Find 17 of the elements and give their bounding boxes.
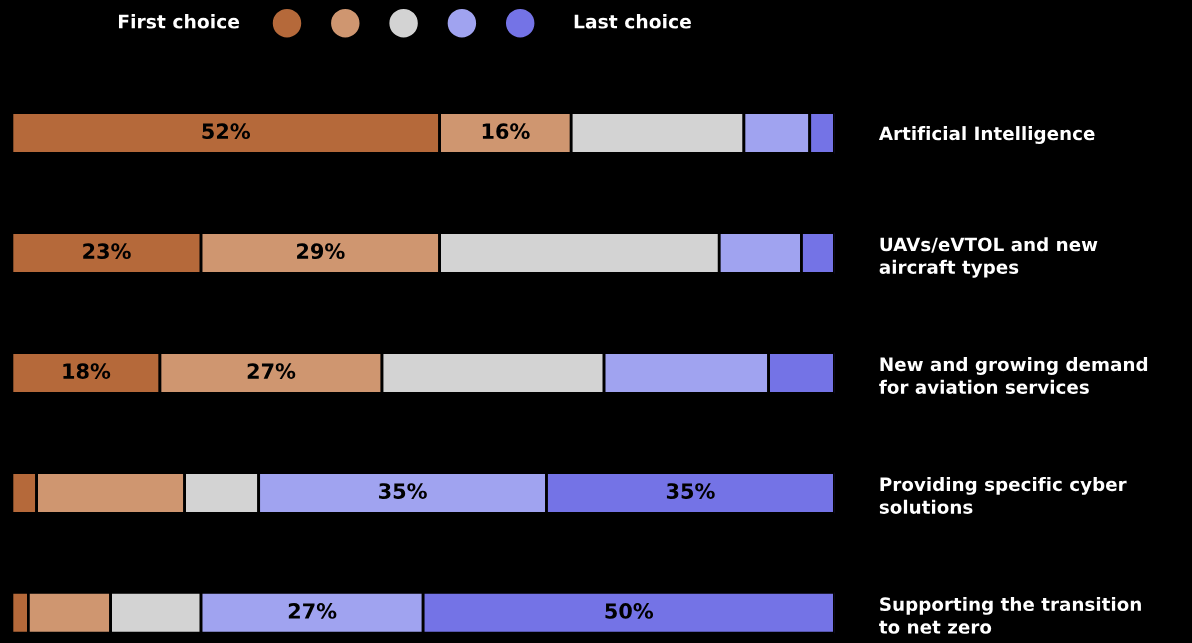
data-label: 18% — [63, 363, 111, 379]
data-label: 50% — [605, 603, 654, 619]
data-label: 27% — [247, 363, 296, 379]
y-tick-label: Artificial Intelligence — [878, 126, 1095, 144]
y-tick-label: Providing specific cyber solutions — [879, 476, 1127, 514]
data-label: 16% — [482, 123, 530, 140]
data-label: 29% — [297, 243, 345, 260]
data-label: 35% — [666, 483, 715, 499]
data-label: 23% — [83, 243, 131, 260]
data-label: 35% — [379, 483, 427, 499]
text: Last choice — [574, 14, 691, 29]
y-tick-label: Supporting the transition to net zero — [879, 596, 1141, 634]
data-label: 52% — [202, 123, 251, 140]
y-tick-label: UAVs/eVTOL and new aircraft types — [879, 237, 1098, 278]
y-tick-label: New and growing demand for aviation services — [879, 357, 1148, 394]
data-label: 27% — [288, 603, 337, 619]
text: First choice — [118, 14, 240, 29]
